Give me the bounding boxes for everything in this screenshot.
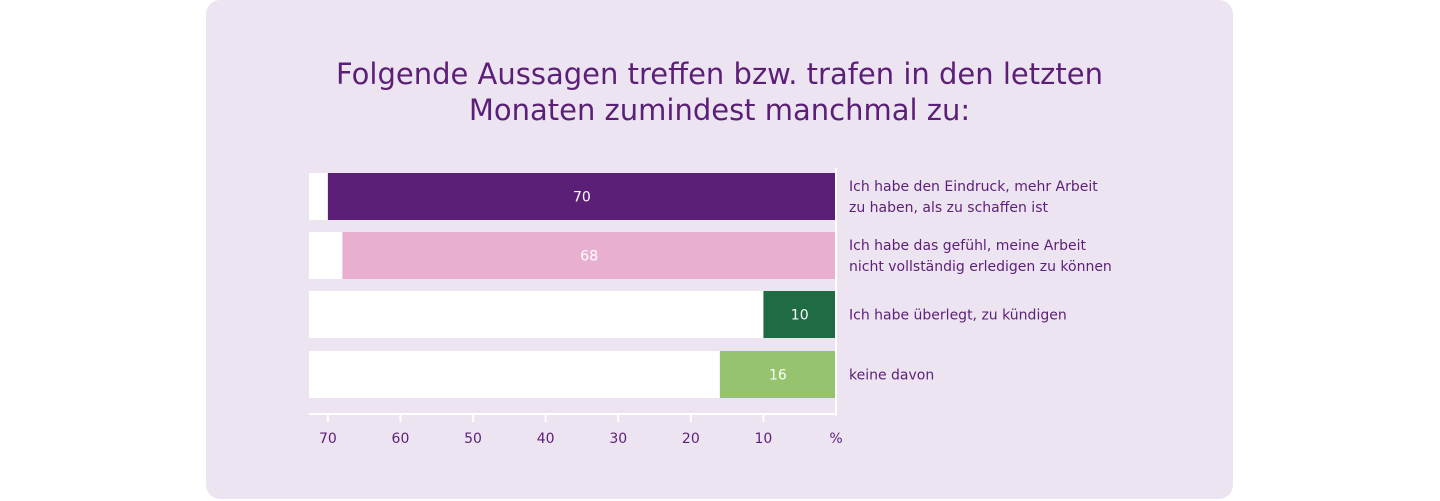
x-tick-label: 50 bbox=[464, 431, 482, 447]
bar bbox=[327, 173, 836, 220]
bar-value-label: 68 bbox=[580, 249, 598, 265]
bar bbox=[719, 351, 836, 398]
x-tick-label: 30 bbox=[609, 431, 627, 447]
x-tick-label: 60 bbox=[392, 431, 410, 447]
chart-title: Folgende Aussagen treffen bzw. trafen in… bbox=[206, 56, 1233, 128]
bar bbox=[342, 232, 836, 279]
x-tick-label: 40 bbox=[537, 431, 555, 447]
x-tick-label: 10 bbox=[754, 431, 772, 447]
category-label: nicht vollständig erledigen zu können bbox=[849, 259, 1112, 275]
x-tick-label: 20 bbox=[682, 431, 700, 447]
x-tick-label: 70 bbox=[319, 431, 337, 447]
chart-title-line-2: Monaten zumindest manchmal zu: bbox=[468, 93, 971, 127]
category-label: Ich habe das gefühl, meine Arbeit bbox=[849, 238, 1087, 254]
category-label: zu haben, als zu schaffen ist bbox=[849, 200, 1048, 216]
category-label: Ich habe überlegt, zu kündigen bbox=[849, 308, 1067, 324]
bar-value-label: 16 bbox=[769, 368, 787, 384]
x-unit-label: % bbox=[829, 431, 842, 447]
category-label: Ich habe den Eindruck, mehr Arbeit bbox=[849, 179, 1098, 195]
category-label: keine davon bbox=[849, 368, 934, 384]
bar-track bbox=[309, 291, 836, 338]
bar-value-label: 70 bbox=[573, 190, 591, 206]
chart-title-line-1: Folgende Aussagen treffen bzw. trafen in… bbox=[336, 57, 1103, 91]
bar-value-label: 10 bbox=[791, 308, 809, 324]
bar bbox=[763, 291, 836, 338]
